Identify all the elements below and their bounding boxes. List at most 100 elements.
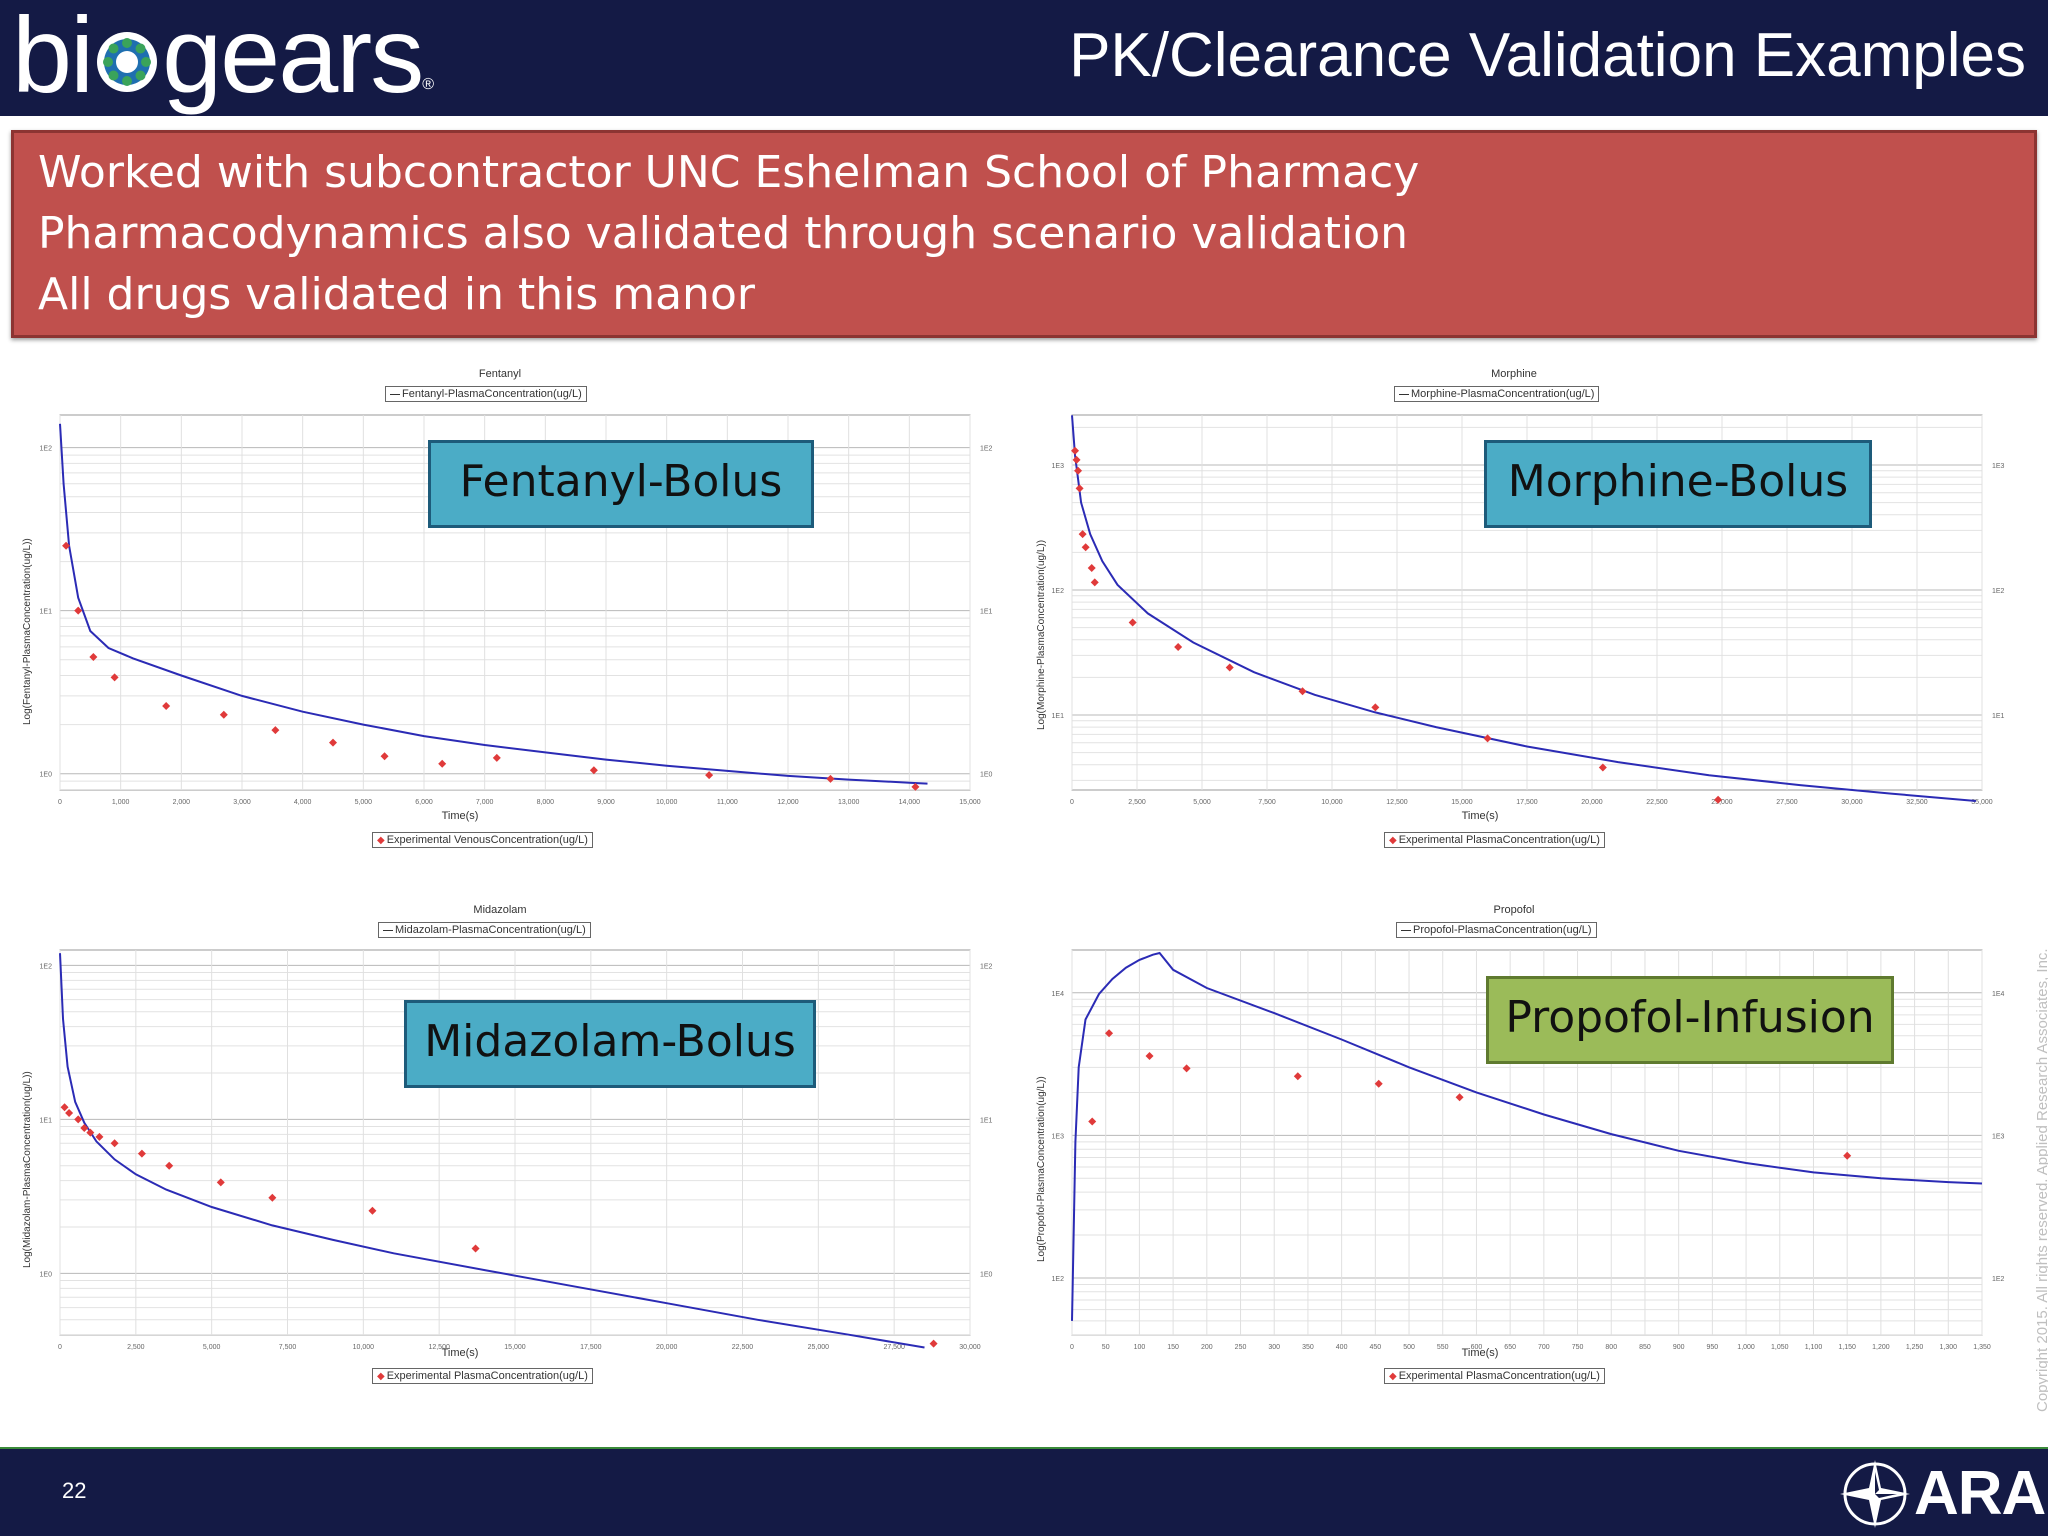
- legend-label: Propofol-PlasmaConcentration(ug/L): [1413, 924, 1592, 936]
- morphine-x-tick-label: 12,500: [1386, 799, 1408, 806]
- midazolam-x-tick-label: 25,000: [808, 1344, 830, 1351]
- propofol-experimental-point: [1105, 1029, 1114, 1038]
- midazolam-x-tick-label: 27,500: [883, 1344, 905, 1351]
- propofol-x-tick-label: 900: [1673, 1344, 1685, 1351]
- propofol-x-tick-label: 950: [1707, 1344, 1719, 1351]
- midazolam-x-axis-label: Time(s): [441, 1347, 479, 1359]
- midazolam-model-line: [59, 953, 925, 1349]
- midazolam-experimental-point: [368, 1206, 377, 1215]
- fentanyl-y-axis-label: Log(Fentanyl-PlasmaConcentration(ug/L)): [22, 538, 33, 725]
- morphine-experimental-point: [1371, 703, 1380, 712]
- legend-label: Experimental PlasmaConcentration(ug/L): [386, 1370, 588, 1382]
- propofol-y-tick-label: 1E3: [1052, 1133, 1065, 1140]
- midazolam-experimental-point: [80, 1123, 89, 1132]
- propofol-x-tick-label: 500: [1403, 1344, 1415, 1351]
- midazolam-x-tick-label: 30,000: [959, 1344, 981, 1351]
- morphine-experimental-point: [1078, 530, 1087, 539]
- morphine-model-line: [1071, 415, 1976, 802]
- morphine-y-tick-label: 1E2: [1052, 588, 1065, 595]
- morphine-x-tick-label: 2,500: [1128, 799, 1146, 806]
- propofol-y-axis-label: Log(Propofol-PlasmaConcentration(ug/L)): [1036, 1076, 1047, 1262]
- fentanyl-x-tick-label: 6,000: [415, 799, 433, 806]
- morphine-x-tick-label: 0: [1070, 799, 1074, 806]
- fentanyl-x-tick-label: 3,000: [233, 799, 251, 806]
- morphine-x-tick-label: 22,500: [1646, 799, 1668, 806]
- legend-label: Experimental VenousConcentration(ug/L): [386, 834, 588, 846]
- fentanyl-x-tick-label: 15,000: [959, 799, 981, 806]
- propofol-y-tick-label: 1E4: [1052, 991, 1065, 998]
- header-divider: [0, 116, 2048, 120]
- midazolam-x-tick-label: 20,000: [656, 1344, 678, 1351]
- propofol-x-tick-label: 1,000: [1737, 1344, 1755, 1351]
- morphine-experimental-point: [1225, 663, 1234, 672]
- propofol-x-axis-label: Time(s): [1461, 1347, 1499, 1359]
- propofol-x-tick-label: 700: [1538, 1344, 1550, 1351]
- fentanyl-x-axis-label: Time(s): [441, 810, 479, 822]
- fentanyl-y-tick-label-right: 1E0: [980, 772, 993, 779]
- fentanyl-y-tick-label: 1E1: [40, 609, 53, 616]
- morphine-experimental-point: [1174, 642, 1183, 651]
- fentanyl-experimental-point: [162, 702, 171, 711]
- morphine-y-tick-label-right: 1E1: [1992, 713, 2005, 720]
- fentanyl-experimental-point: [380, 752, 389, 761]
- midazolam-x-tick-label: 7,500: [279, 1344, 297, 1351]
- propofol-x-tick-label: 100: [1134, 1344, 1146, 1351]
- fentanyl-x-tick-label: 9,000: [597, 799, 615, 806]
- midazolam-y-tick-label: 1E1: [40, 1117, 53, 1124]
- midazolam-x-tick-label: 17,500: [580, 1344, 602, 1351]
- propofol-x-tick-label: 1,100: [1805, 1344, 1823, 1351]
- morphine-x-tick-label: 35,000: [1971, 799, 1993, 806]
- propofol-x-tick-label: 750: [1572, 1344, 1584, 1351]
- morphine-chart-title: Morphine: [1491, 368, 1537, 380]
- propofol-x-tick-label: 0: [1070, 1344, 1074, 1351]
- midazolam-y-tick-label-right: 1E0: [980, 1271, 993, 1278]
- footer-bar: [0, 1449, 2048, 1536]
- propofol-x-tick-label: 1,150: [1838, 1344, 1856, 1351]
- footer-divider: [0, 1447, 2048, 1450]
- midazolam-x-tick-label: 15,000: [504, 1344, 526, 1351]
- midazolam-gridlines: [59, 950, 971, 1336]
- summary-box: Worked with subcontractor UNC Eshelman S…: [11, 130, 2037, 338]
- midazolam-experimental-point: [268, 1193, 277, 1202]
- registered-mark: ®: [422, 76, 434, 93]
- morphine-experimental-point: [1298, 687, 1307, 696]
- fentanyl-experimental-point: [74, 606, 83, 615]
- legend-diamond-icon: ◆: [377, 835, 385, 846]
- morphine-x-tick-label: 5,000: [1193, 799, 1211, 806]
- fentanyl-callout-label: Fentanyl-Bolus: [428, 440, 814, 528]
- propofol-y-tick-label-right: 1E2: [1992, 1276, 2005, 1283]
- fentanyl-experimental-point: [705, 771, 714, 780]
- logo-text-bi: bi: [12, 0, 94, 115]
- midazolam-chart-title: Midazolam: [473, 904, 527, 916]
- propofol-x-tick-label: 200: [1201, 1344, 1213, 1351]
- morphine-experimental-point: [1081, 543, 1090, 552]
- morphine-y-axis-label: Log(Morphine-PlasmaConcentration(ug/L)): [1036, 539, 1047, 730]
- fentanyl-experimental-point: [271, 726, 280, 735]
- morphine-x-axis-label: Time(s): [1461, 810, 1499, 822]
- morphine-experimental-point: [1090, 578, 1099, 587]
- morphine-y-tick-label: 1E1: [1052, 713, 1065, 720]
- fentanyl-x-tick-label: 7,000: [476, 799, 494, 806]
- propofol-x-tick-label: 1,050: [1771, 1344, 1789, 1351]
- fentanyl-x-tick-label: 2,000: [173, 799, 191, 806]
- propofol-x-tick-label: 1,200: [1872, 1344, 1890, 1351]
- midazolam-experimental-point: [216, 1178, 225, 1187]
- propofol-x-tick-label: 1,350: [1973, 1344, 1991, 1351]
- legend-label: Fentanyl-PlasmaConcentration(ug/L): [402, 388, 582, 400]
- propofol-x-tick-label: 800: [1605, 1344, 1617, 1351]
- propofol-x-tick-label: 150: [1167, 1344, 1179, 1351]
- midazolam-x-tick-label: 5,000: [203, 1344, 221, 1351]
- midazolam-x-tick-label: 10,000: [353, 1344, 375, 1351]
- fentanyl-x-tick-label: 0: [58, 799, 62, 806]
- propofol-x-tick-label: 550: [1437, 1344, 1449, 1351]
- legend-line-swatch: [1401, 929, 1411, 931]
- morphine-experimental-point: [1598, 763, 1607, 772]
- fentanyl-experimental-point: [492, 753, 501, 762]
- propofol-chart-title: Propofol: [1493, 904, 1535, 916]
- legend-label: Morphine-PlasmaConcentration(ug/L): [1411, 388, 1595, 400]
- midazolam-x-tick-label: 0: [58, 1344, 62, 1351]
- morphine-legend-bottom: ◆ Experimental PlasmaConcentration(ug/L): [1384, 832, 1605, 848]
- summary-line-2: Pharmacodynamics also validated through …: [38, 208, 1408, 259]
- gear-logo-icon: [97, 32, 158, 92]
- fentanyl-x-tick-label: 13,000: [838, 799, 860, 806]
